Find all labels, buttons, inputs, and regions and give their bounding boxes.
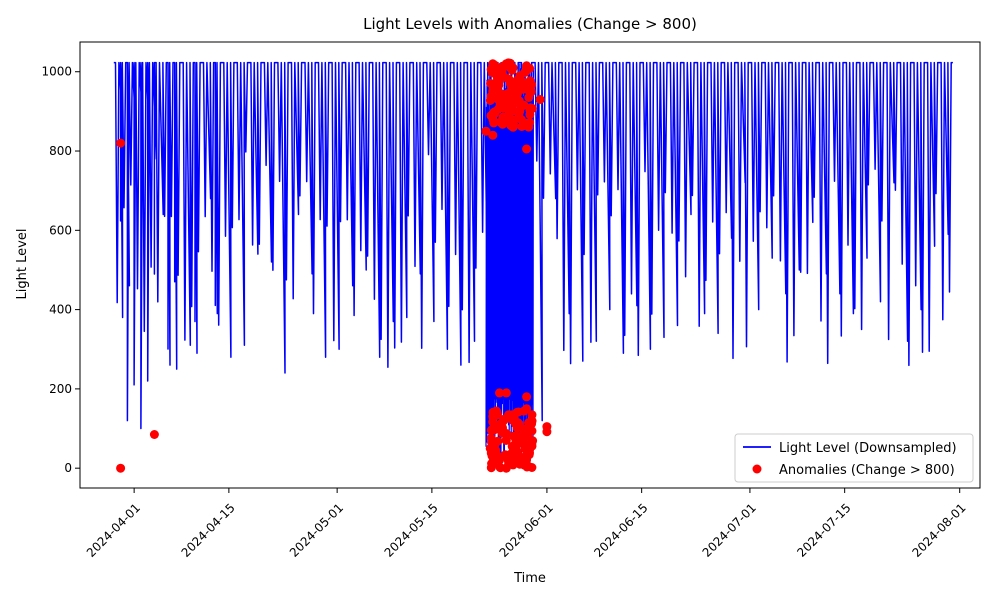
anomaly-point <box>527 410 537 420</box>
anomaly-point <box>512 447 522 457</box>
y-tick-label: 0 <box>64 461 72 475</box>
anomaly-point <box>522 392 532 402</box>
anomaly-point <box>116 463 126 473</box>
anomaly-point <box>512 89 522 99</box>
anomaly-point <box>525 105 535 115</box>
plot-area <box>113 58 953 473</box>
anomaly-point <box>486 448 496 458</box>
legend: Light Level (Downsampled) Anomalies (Cha… <box>734 433 974 483</box>
anomaly-point <box>485 96 495 105</box>
axes-frame <box>79 41 981 489</box>
anomaly-point <box>495 388 504 398</box>
anomaly-point <box>516 76 526 85</box>
anomaly-point <box>488 130 498 140</box>
anomaly-point <box>486 463 496 473</box>
anomaly-point <box>526 418 536 428</box>
anomaly-point <box>522 144 532 154</box>
anomaly-point <box>494 452 504 462</box>
y-tick-label: 800 <box>49 144 72 158</box>
legend-label-anomalies: Anomalies (Change > 800) <box>779 463 955 478</box>
anomaly-point <box>509 119 518 129</box>
anomaly-point <box>542 427 552 437</box>
y-tick-label: 1000 <box>41 65 72 79</box>
anomaly-point <box>504 459 514 469</box>
anomaly-point <box>491 64 501 74</box>
anomaly-point <box>492 72 502 82</box>
anomaly-point <box>500 61 510 71</box>
legend-marker-swatch <box>752 464 762 474</box>
anomaly-point <box>525 118 535 127</box>
anomaly-point <box>525 444 535 454</box>
anomaly-point <box>514 109 524 119</box>
chart-title: Light Levels with Anomalies (Change > 80… <box>363 15 697 33</box>
anomaly-point <box>487 437 496 447</box>
anomaly-point <box>496 463 505 473</box>
anomaly-point <box>523 83 533 93</box>
y-tick-label: 200 <box>49 382 72 396</box>
legend-label-light-level: Light Level (Downsampled) <box>779 441 957 456</box>
anomaly-point <box>507 78 517 88</box>
anomaly-point <box>501 388 511 398</box>
anomaly-point <box>519 460 529 470</box>
y-axis: 0 200 400 600 800 1000 <box>41 65 80 475</box>
anomaly-point <box>525 76 535 86</box>
anomaly-point <box>512 423 522 433</box>
anomaly-point <box>497 423 507 433</box>
anomaly-point <box>535 95 545 104</box>
legend-box <box>734 433 974 483</box>
anomaly-point <box>505 412 515 422</box>
anomaly-point <box>486 425 496 435</box>
anomaly-point <box>488 114 498 124</box>
anomaly-point <box>525 63 535 73</box>
anomaly-point <box>149 430 159 439</box>
anomaly-point <box>513 407 523 417</box>
x-axis-label: Time <box>513 571 546 586</box>
anomaly-point <box>504 94 514 104</box>
y-tick-label: 400 <box>49 303 72 317</box>
anomaly-point <box>488 108 498 118</box>
anomaly-point <box>489 410 498 420</box>
y-tick-label: 600 <box>49 223 72 237</box>
anomaly-point <box>525 426 535 436</box>
anomaly-point <box>116 138 126 148</box>
anomaly-point <box>501 435 511 445</box>
y-axis-label: Light Level <box>15 229 30 300</box>
anomaly-point <box>517 122 527 131</box>
anomaly-point <box>524 93 534 102</box>
anomaly-point <box>481 126 491 136</box>
anomaly-point <box>498 119 508 129</box>
anomaly-point <box>490 86 500 95</box>
